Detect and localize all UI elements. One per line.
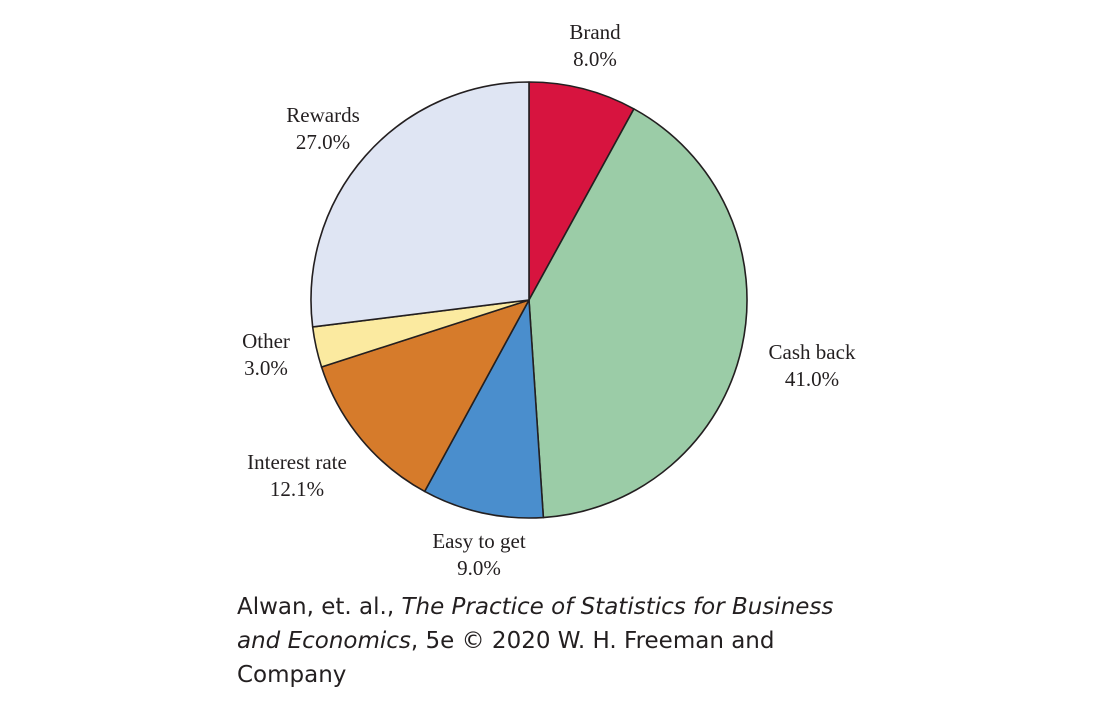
pie-slice-cash-back (528, 108, 748, 519)
pie-slice-rewards (310, 81, 530, 328)
pie-slice-brand (528, 81, 635, 301)
slice-label: Easy to get 9.0% (432, 528, 525, 582)
slice-name: Other (242, 329, 290, 353)
caption-rest: , 5e © 2020 W. H. Freeman and Company (237, 628, 775, 688)
slice-name: Easy to get (432, 529, 526, 553)
slice-name: Cash back (768, 340, 856, 364)
slice-value: 8.0% (573, 47, 617, 71)
source-caption: Alwan, et. al., The Practice of Statisti… (237, 590, 857, 692)
pie-chart (310, 81, 748, 519)
slice-value: 3.0% (244, 356, 288, 380)
slice-label: Interest rate 12.1% (247, 449, 347, 503)
slice-name: Brand (569, 20, 621, 44)
slice-label: Cash back 41.0% (769, 339, 856, 393)
slice-name: Rewards (286, 103, 360, 127)
pie-slice-easy-to-get (423, 299, 545, 519)
slice-value: 9.0% (457, 556, 501, 580)
slice-name: Interest rate (247, 450, 347, 474)
slice-label: Other 3.0% (242, 328, 290, 382)
slice-label: Brand 8.0% (569, 19, 620, 73)
slice-label: Rewards 27.0% (286, 102, 359, 156)
slice-value: 41.0% (784, 367, 840, 391)
pie-slice-interest-rate (320, 299, 530, 493)
slice-value: 27.0% (295, 130, 351, 154)
caption-book-title: The Practice of Statistics for Business … (237, 594, 834, 654)
slice-value: 12.1% (269, 477, 325, 501)
caption-authors: Alwan, et. al., (237, 594, 402, 620)
